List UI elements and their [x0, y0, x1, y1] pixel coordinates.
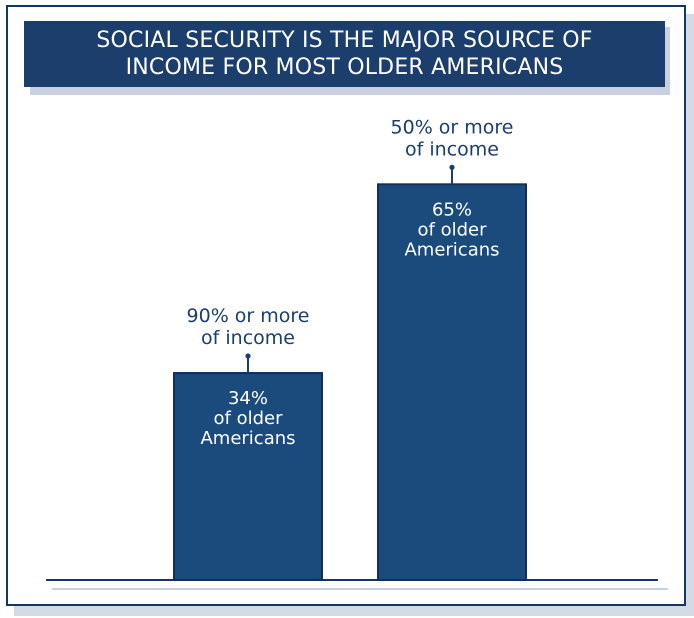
bar-1-category-label-line-1: 90% or more	[187, 305, 310, 327]
chart-title-line-2: INCOME FOR MOST OLDER AMERICANS	[125, 55, 564, 80]
chart-title-line-1: SOCIAL SECURITY IS THE MAJOR SOURCE OF	[96, 28, 593, 53]
bar-1-value-label-line-2: of older	[214, 408, 284, 429]
bar-2-category-label-line-2: of income	[405, 138, 499, 160]
chart-title: SOCIAL SECURITY IS THE MAJOR SOURCE OF I…	[24, 21, 665, 87]
bar-2-value-label-line-2: of older	[418, 219, 488, 240]
bar-1-callout-dot	[245, 353, 251, 359]
bar-2-value-label-line-3: Americans	[404, 239, 499, 260]
bar-2-category-label-line-1: 50% or more	[391, 116, 514, 138]
bar-2-value-label-line-1: 65%	[432, 199, 472, 220]
bar-2-callout-dot	[449, 164, 455, 170]
bar-1-value-label-line-1: 34%	[228, 388, 268, 409]
chart-panel	[6, 5, 686, 606]
bar-1	[173, 372, 323, 581]
bar-1-value-label-line-3: Americans	[200, 428, 295, 449]
bar-1-category-label-line-2: of income	[201, 327, 295, 349]
